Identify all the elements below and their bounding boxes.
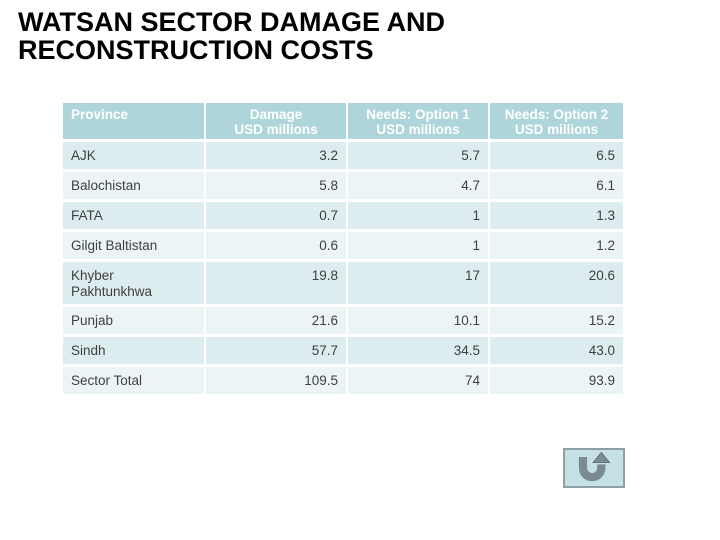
province-cell: AJK — [63, 142, 204, 169]
table-header-row: Province Damage USD millions Needs: Opti… — [63, 103, 623, 139]
damage-cell: 57.7 — [206, 337, 346, 364]
damage-cell: 0.7 — [206, 202, 346, 229]
needs-option-1-cell: 4.7 — [348, 172, 488, 199]
return-action-button[interactable] — [563, 448, 625, 488]
damage-costs-table: Province Damage USD millions Needs: Opti… — [63, 103, 623, 394]
needs-option-1-cell: 5.7 — [348, 142, 488, 169]
table-row: FATA 0.7 1 1.3 — [63, 202, 623, 229]
header-needs-option-1: Needs: Option 1 USD millions — [348, 103, 488, 139]
needs-option-2-cell: 1.3 — [490, 202, 623, 229]
damage-cell: 21.6 — [206, 307, 346, 334]
needs-option-2-cell: 6.5 — [490, 142, 623, 169]
needs-option-1-cell: 34.5 — [348, 337, 488, 364]
province-cell: Sector Total — [63, 367, 204, 394]
province-cell: FATA — [63, 202, 204, 229]
needs-option-1-cell: 1 — [348, 202, 488, 229]
u-turn-arrow-icon — [578, 451, 611, 482]
table-row: Gilgit Baltistan 0.6 1 1.2 — [63, 232, 623, 259]
needs-option-2-cell: 15.2 — [490, 307, 623, 334]
province-cell: Khyber Pakhtunkhwa — [63, 262, 204, 304]
damage-cell: 0.6 — [206, 232, 346, 259]
damage-cell: 19.8 — [206, 262, 346, 304]
table-row: Khyber Pakhtunkhwa 19.8 17 20.6 — [63, 262, 623, 304]
table-row: AJK 3.2 5.7 6.5 — [63, 142, 623, 169]
needs-option-2-cell: 6.1 — [490, 172, 623, 199]
header-damage: Damage USD millions — [206, 103, 346, 139]
page-title: WATSAN SECTOR DAMAGE AND RECONSTRUCTION … — [18, 7, 446, 65]
needs-option-2-cell: 93.9 — [490, 367, 623, 394]
needs-option-2-cell: 43.0 — [490, 337, 623, 364]
province-cell: Sindh — [63, 337, 204, 364]
needs-option-1-cell: 74 — [348, 367, 488, 394]
province-cell: Balochistan — [63, 172, 204, 199]
damage-cell: 5.8 — [206, 172, 346, 199]
needs-option-1-cell: 1 — [348, 232, 488, 259]
province-cell: Gilgit Baltistan — [63, 232, 204, 259]
province-cell: Punjab — [63, 307, 204, 334]
table-row: Sector Total 109.5 74 93.9 — [63, 367, 623, 394]
needs-option-2-cell: 20.6 — [490, 262, 623, 304]
header-province: Province — [63, 103, 204, 139]
damage-cell: 3.2 — [206, 142, 346, 169]
table-row: Sindh 57.7 34.5 43.0 — [63, 337, 623, 364]
needs-option-1-cell: 17 — [348, 262, 488, 304]
table-body: AJK 3.2 5.7 6.5 Balochistan 5.8 4.7 6.1 … — [63, 142, 623, 394]
damage-cell: 109.5 — [206, 367, 346, 394]
needs-option-2-cell: 1.2 — [490, 232, 623, 259]
table-row: Balochistan 5.8 4.7 6.1 — [63, 172, 623, 199]
needs-option-1-cell: 10.1 — [348, 307, 488, 334]
header-needs-option-2: Needs: Option 2 USD millions — [490, 103, 623, 139]
table-row: Punjab 21.6 10.1 15.2 — [63, 307, 623, 334]
